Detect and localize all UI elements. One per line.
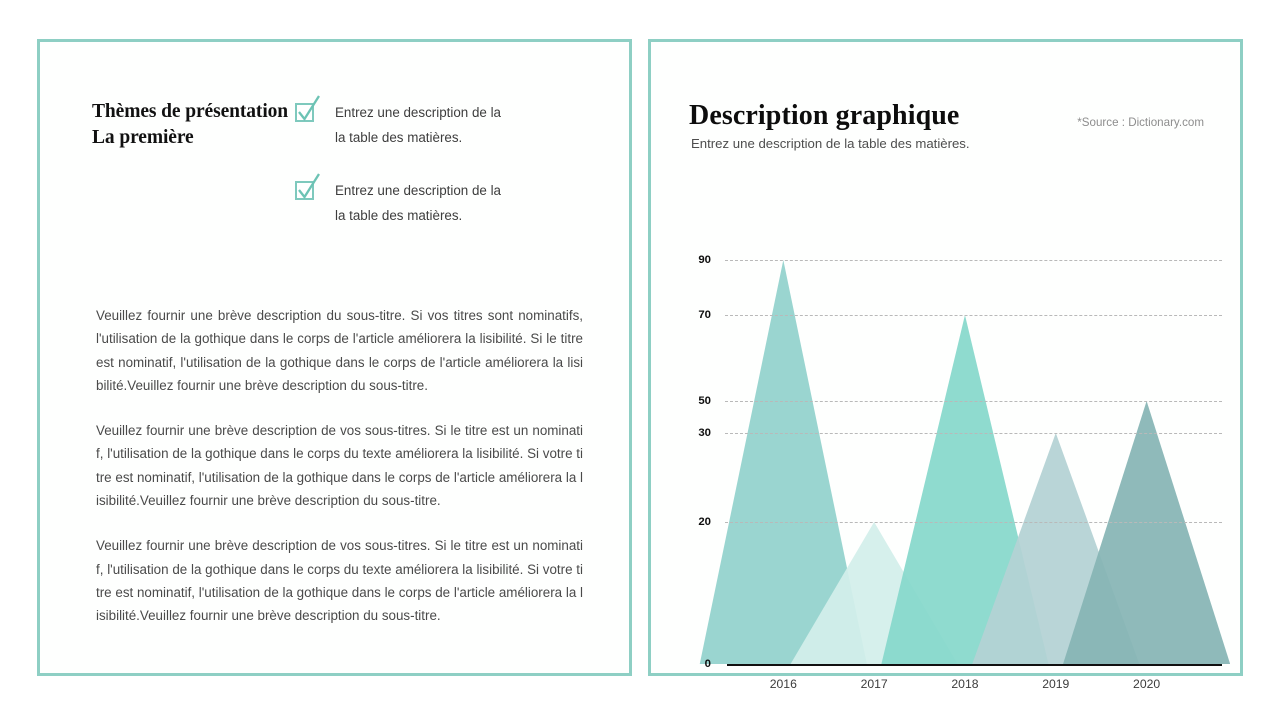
gridline: [725, 522, 1222, 523]
x-axis-tick-label: 2018: [951, 677, 979, 691]
chart-peak-2016: [699, 260, 867, 664]
chart-x-axis-line: [727, 664, 1222, 666]
y-axis-tick-label: 90: [698, 254, 711, 266]
paragraph: Veuillez fournir une brève description d…: [96, 308, 583, 393]
y-axis-tick-label: 0: [704, 658, 711, 670]
chart-subtitle: Entrez une description de la table des m…: [691, 136, 970, 151]
list-item-text: Entrez une description de la la table de…: [335, 100, 535, 150]
y-axis-tick-label: 50: [698, 395, 711, 407]
list-item-line-2: la table des matières.: [335, 130, 463, 145]
list-item[interactable]: Entrez une description de la la table de…: [295, 173, 555, 228]
checkbox-checked-icon[interactable]: [295, 95, 320, 122]
page-title: Thèmes de présentation La première: [92, 99, 322, 151]
x-axis-tick-label: 2020: [1133, 677, 1161, 691]
paragraph: Veuillez fournir une brève description d…: [96, 423, 583, 509]
y-axis-tick-label: 30: [698, 427, 711, 439]
gridline: [725, 260, 1222, 261]
list-item-text: Entrez une description de la la table de…: [335, 178, 535, 228]
chart-title: Description graphique: [689, 100, 960, 131]
chart-source-note: *Source : Dictionary.com: [1077, 116, 1204, 129]
x-axis-tick-label: 2016: [769, 677, 797, 691]
left-slide-panel: Thèmes de présentation La première Entre…: [37, 39, 632, 676]
x-axis-tick-label: 2017: [860, 677, 888, 691]
y-axis-tick-label: 20: [698, 516, 711, 528]
paragraph: Veuillez fournir une brève description d…: [96, 538, 583, 624]
x-axis-tick-label: 2019: [1042, 677, 1070, 691]
checkbox-checked-icon[interactable]: [295, 173, 320, 200]
list-item-line-1: Entrez une description de la: [335, 183, 501, 198]
gridline: [725, 401, 1222, 402]
list-item-line-2: la table des matières.: [335, 208, 463, 223]
left-panel-content: Thèmes de présentation La première Entre…: [40, 42, 629, 673]
gridline: [725, 433, 1222, 434]
gridline: [725, 315, 1222, 316]
body-copy: Veuillez fournir une brève description d…: [96, 304, 583, 650]
area-chart: 90 70 50 30 20 0 2016 2017 2018 2019 2020: [665, 210, 1230, 691]
page-title-line-1: Thèmes de présentation: [92, 101, 289, 122]
page-title-line-2: La première: [92, 127, 194, 148]
chart-series-shapes: [699, 260, 1230, 664]
list-item-line-1: Entrez une description de la: [335, 105, 501, 120]
list-item[interactable]: Entrez une description de la la table de…: [295, 95, 555, 150]
checklist: Entrez une description de la la table de…: [295, 95, 555, 256]
right-slide-panel: Description graphique Entrez une descrip…: [648, 39, 1243, 691]
y-axis-tick-label: 70: [698, 309, 711, 321]
chart-peak-2020: [1063, 401, 1230, 664]
